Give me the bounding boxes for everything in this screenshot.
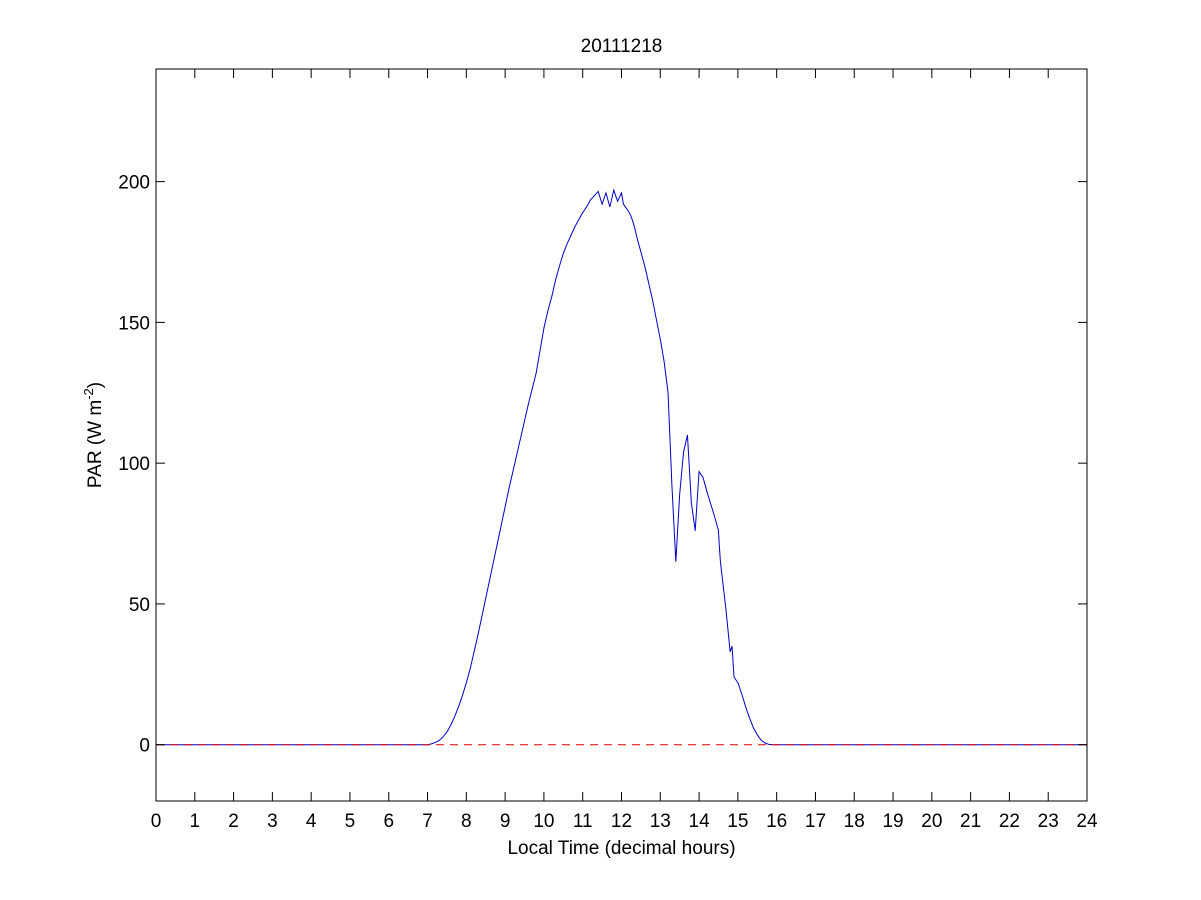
x-tick-label: 0 (151, 811, 162, 832)
x-tick-label: 4 (306, 811, 317, 832)
chart-title: 20111218 (581, 36, 663, 57)
par-series-line (156, 188, 1087, 746)
y-axis-label-main: PAR (W m (85, 400, 106, 488)
y-tick-label: 200 (118, 173, 150, 194)
y-axis-label-close: ) (85, 382, 106, 388)
y-tick-label: 100 (118, 454, 150, 475)
x-tick-label: 18 (844, 811, 865, 832)
y-tick-label: 50 (129, 595, 150, 616)
x-tick-label: 16 (766, 811, 787, 832)
y-axis-label: PAR (W m-2) (81, 382, 106, 488)
x-tick-label: 9 (500, 811, 511, 832)
ticks (155, 69, 1088, 801)
y-axis-label-superscript: -2 (81, 388, 96, 400)
x-tick-label: 19 (882, 811, 903, 832)
y-tick-label: 0 (139, 736, 150, 757)
x-tick-label: 15 (727, 811, 748, 832)
x-tick-label: 8 (461, 811, 472, 832)
x-tick-label: 11 (573, 811, 593, 832)
x-tick-label: 20 (921, 811, 942, 832)
x-tick-label: 3 (267, 811, 278, 832)
x-tick-label: 17 (805, 811, 826, 832)
axes-frame (155, 68, 1088, 802)
x-tick-label: 24 (1076, 811, 1098, 832)
x-tick-label: 5 (345, 811, 356, 832)
x-tick-label: 14 (689, 811, 711, 832)
x-tick-label: 7 (422, 811, 433, 832)
y-tick-label: 150 (118, 313, 150, 334)
x-tick-label: 12 (611, 811, 632, 832)
x-tick-label: 6 (383, 811, 394, 832)
x-axis-label: Local Time (decimal hours) (507, 838, 735, 859)
y-tick-labels: 0 50 100 150 200 (118, 173, 150, 757)
x-tick-label: 1 (190, 811, 201, 832)
x-tick-label: 10 (533, 811, 554, 832)
x-tick-label: 22 (999, 811, 1020, 832)
x-tick-label: 13 (650, 811, 671, 832)
x-tick-label: 21 (960, 811, 981, 832)
x-tick-labels: 0 1 2 3 4 5 6 7 8 9 10 11 12 13 14 15 16 17 18 19 20 21 22 23 24 (151, 811, 1098, 832)
x-tick-label: 2 (228, 811, 239, 832)
plot-area (156, 188, 1087, 746)
x-tick-label: 23 (1038, 811, 1059, 832)
